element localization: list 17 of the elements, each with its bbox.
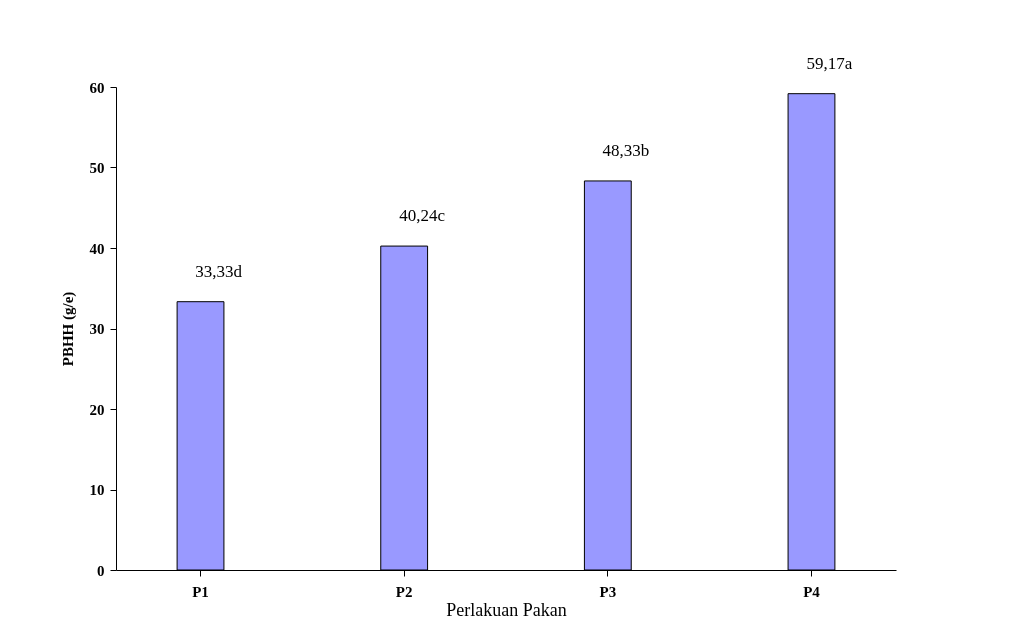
y-axis-title: PBHH (g/e) xyxy=(59,291,77,367)
y-tick-label: 0 xyxy=(97,562,105,579)
y-tick-label: 40 xyxy=(89,240,105,257)
data-label: 33,33d xyxy=(195,261,243,281)
y-tick-label: 30 xyxy=(89,321,105,337)
y-tick-label: 60 xyxy=(89,79,105,96)
y-tick-label: 20 xyxy=(89,401,105,418)
y-tick-label: 10 xyxy=(89,482,105,498)
x-tick-label: P3 xyxy=(599,583,617,600)
x-tick-label: P2 xyxy=(395,583,413,600)
data-label: 40,24c xyxy=(399,206,446,226)
x-tick-label: P1 xyxy=(192,583,209,600)
data-label: 48,33b xyxy=(602,140,650,160)
data-label: 59,17a xyxy=(806,53,853,73)
y-tick-label: 50 xyxy=(89,160,105,176)
x-tick-label: P4 xyxy=(803,583,821,600)
x-axis-title: Perlakuan Pakan xyxy=(446,599,567,620)
